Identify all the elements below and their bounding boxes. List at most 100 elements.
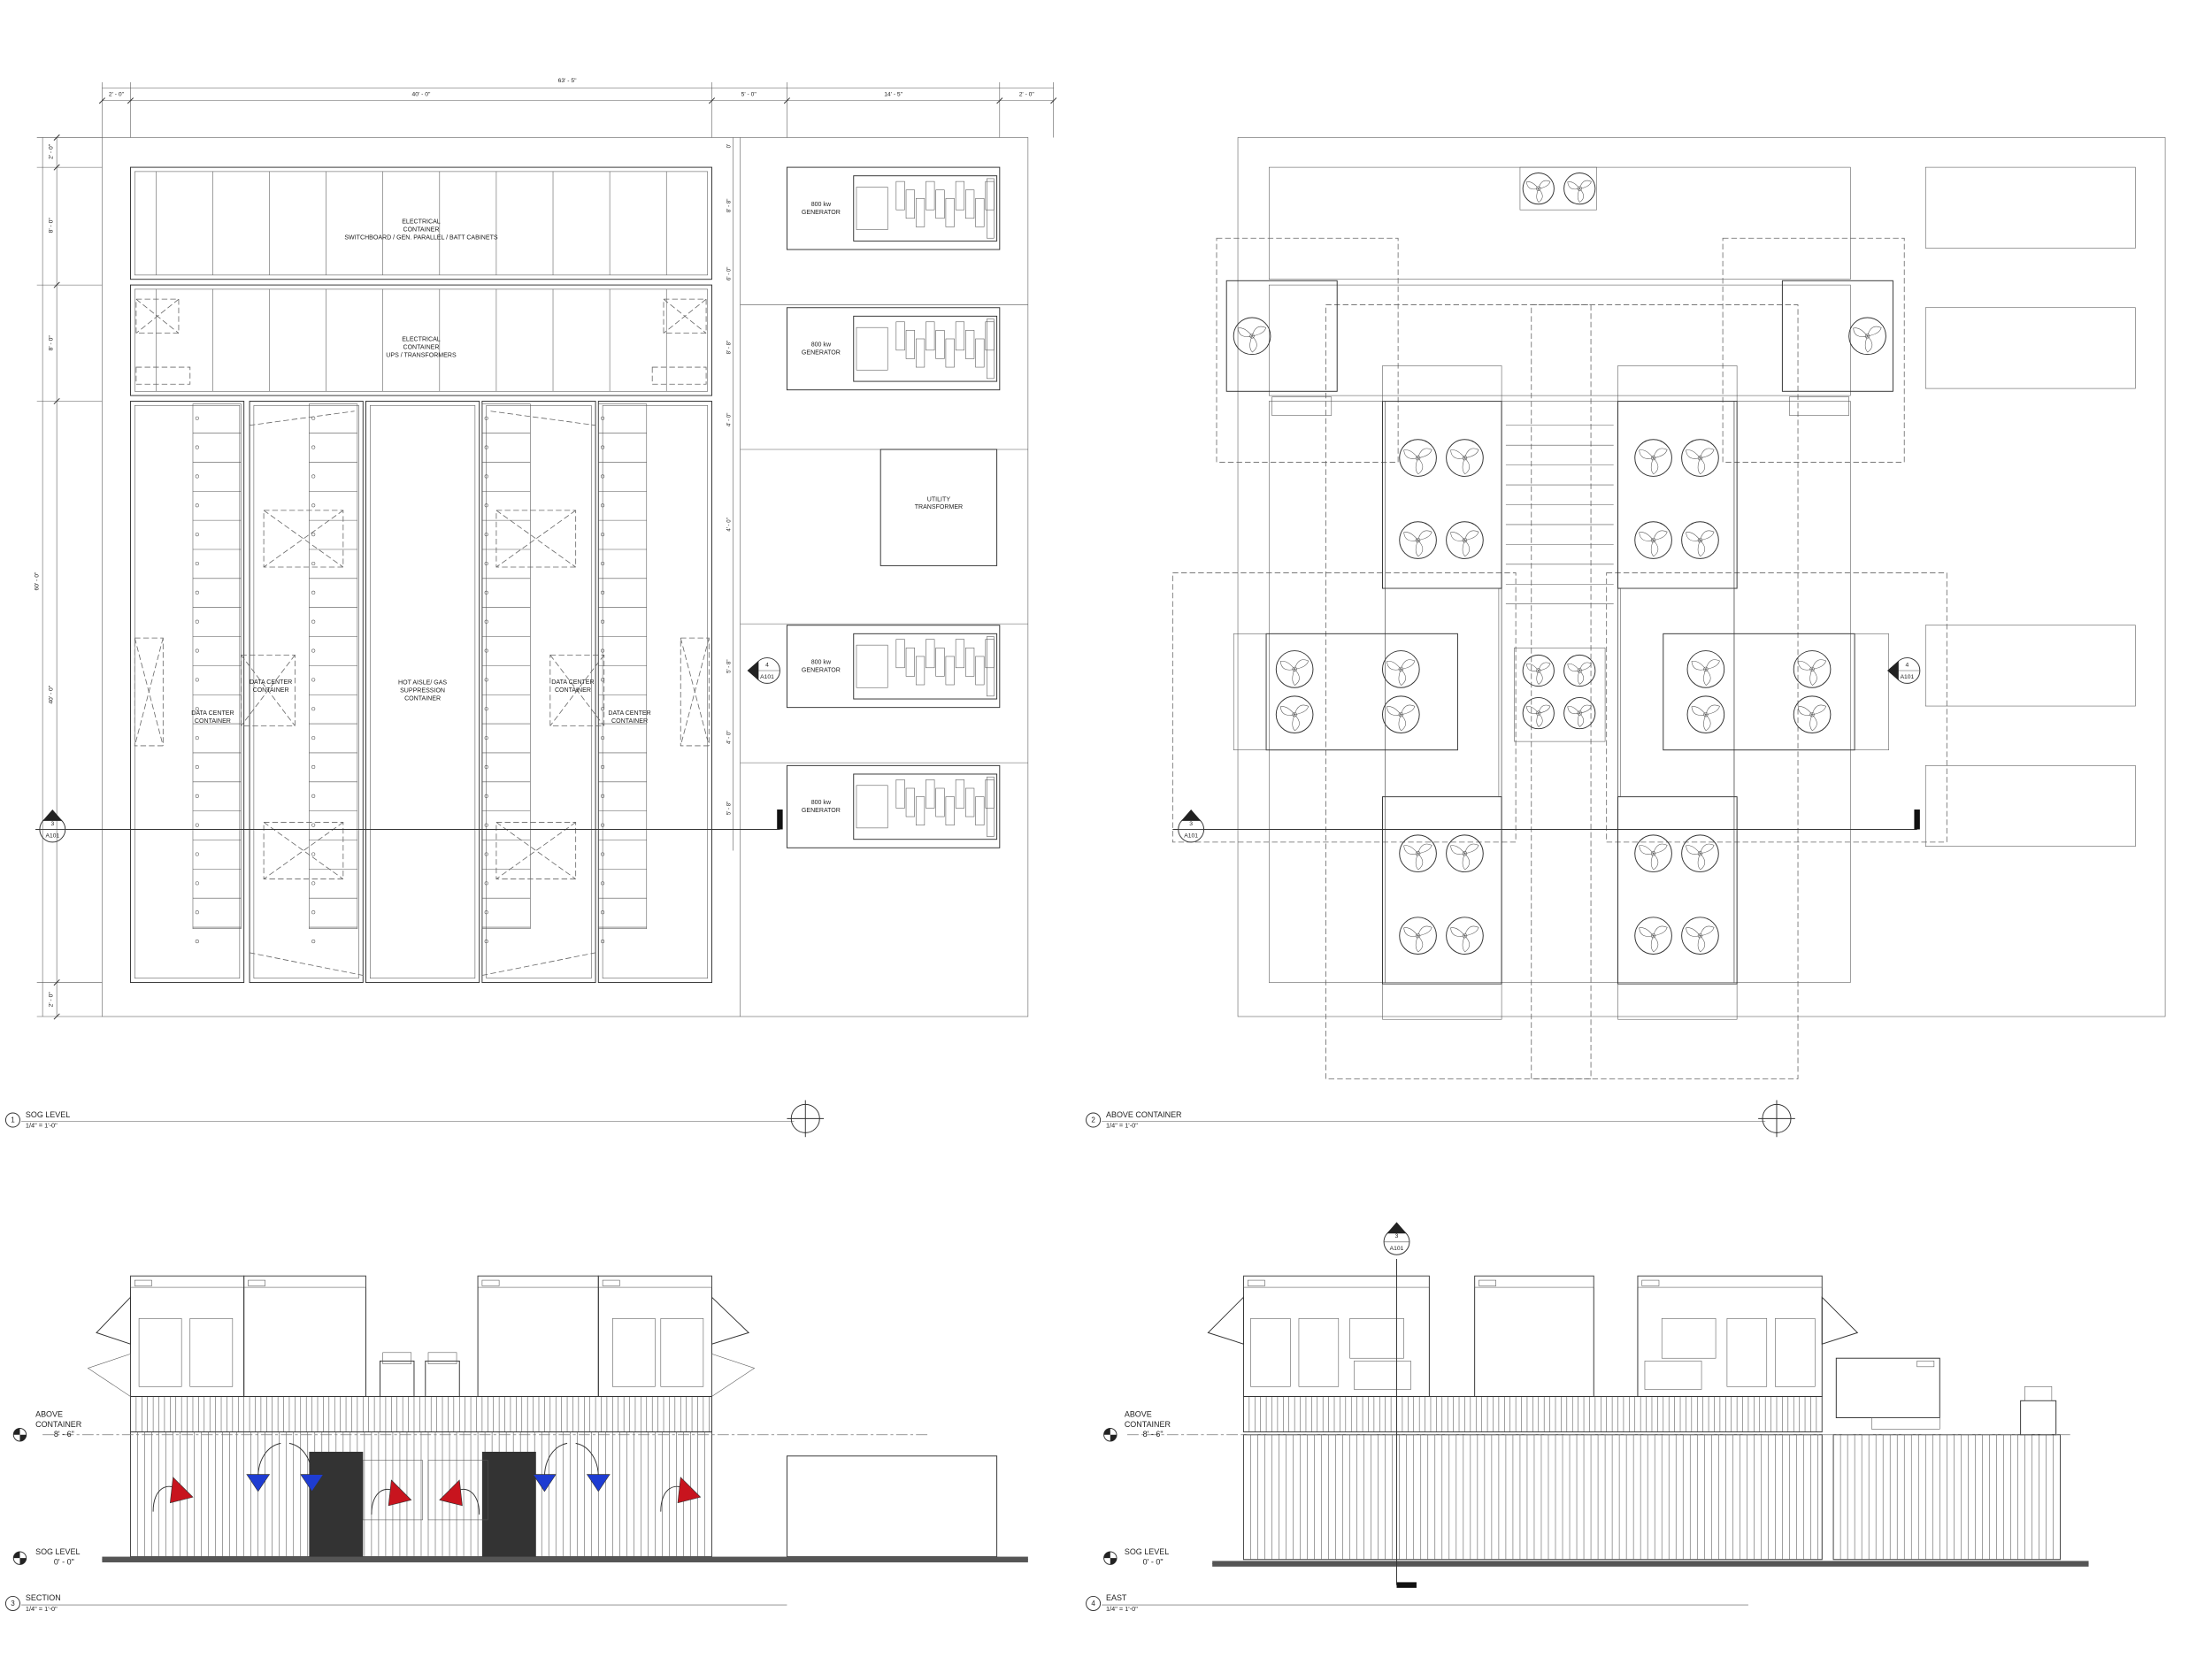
level-elevation: 8' - 6" <box>1143 1430 1164 1439</box>
fan-hub <box>1703 666 1709 672</box>
fan-blade <box>1294 659 1310 670</box>
fan-blade <box>1525 706 1539 715</box>
engine-part <box>905 330 915 359</box>
fan-blade <box>1691 661 1707 671</box>
view-scale: 1/4" = 1'-0" <box>1106 1605 1138 1613</box>
fan-blade <box>1797 661 1813 671</box>
rack-dot <box>484 910 488 915</box>
view-title: ABOVE CONTAINER <box>1106 1110 1182 1119</box>
engine-part <box>945 656 955 686</box>
fan-blade <box>1403 845 1418 855</box>
engine-part <box>905 787 915 817</box>
fan-hub <box>1697 537 1703 543</box>
engine-part <box>965 189 975 219</box>
dashed-outline <box>1216 237 1399 463</box>
marker-sheet: A101 <box>1390 1246 1404 1252</box>
exhaust-cap <box>427 1352 457 1364</box>
fan-blade <box>1401 659 1416 670</box>
container-outline <box>1269 166 1851 280</box>
rack-dot <box>195 561 199 566</box>
x-line <box>263 822 344 879</box>
room-label: CONTAINER <box>555 687 591 694</box>
rack-dot <box>195 881 199 886</box>
inner-wall <box>253 405 359 979</box>
dimension-text: 40' - 0" <box>49 685 55 703</box>
view-title: SECTION <box>26 1593 61 1602</box>
hot-air-arrow <box>388 1479 412 1507</box>
fan-hub <box>1577 186 1582 191</box>
equipment-box <box>135 298 180 334</box>
fan-blade <box>1538 704 1551 714</box>
cabinet-door <box>1775 1318 1816 1387</box>
exhaust-frame <box>1514 648 1606 742</box>
fan-blade <box>1386 706 1402 716</box>
fan-blade <box>1538 180 1551 189</box>
rack-dot <box>484 533 488 537</box>
rack-dot <box>195 648 199 653</box>
door-swing <box>250 410 596 426</box>
engine-part <box>955 321 965 351</box>
dimension-slash <box>708 97 716 104</box>
cooling-unit-cap <box>1233 633 1267 751</box>
x-line <box>495 822 576 879</box>
engine-part <box>895 779 905 809</box>
dimension-slash <box>996 97 1003 104</box>
fan-hub <box>1697 932 1703 939</box>
fan <box>1399 521 1437 559</box>
dimension-text: 2' - 0" <box>49 143 55 159</box>
engine-part <box>926 779 935 809</box>
cooling-unit <box>1242 1275 1430 1397</box>
generator-engine <box>853 175 998 242</box>
fan-hub <box>1577 668 1582 673</box>
fan-blade <box>1462 540 1471 557</box>
room-label: DATA CENTER <box>191 710 234 717</box>
fan-blade <box>1417 925 1432 936</box>
container <box>1242 1434 1823 1561</box>
labels: 3 A101 4 A101 3 A101 4 A101 3 A101 63' - 5" 2' - 0"… <box>4 78 1915 1613</box>
equipment-box <box>263 822 344 879</box>
generator <box>786 625 1001 709</box>
inner-wall <box>602 405 708 979</box>
fan-blade <box>1867 326 1882 337</box>
rack-dot <box>601 794 605 798</box>
equipment-label: GENERATOR <box>802 210 841 216</box>
fan <box>1793 650 1832 688</box>
marker-sheet: A101 <box>45 832 59 839</box>
dimension-text: 0' <box>726 144 732 149</box>
x-line <box>134 638 164 747</box>
exhaust-stack <box>2020 1400 2057 1436</box>
fan <box>1634 917 1672 955</box>
cabinet-door <box>1250 1318 1291 1387</box>
rack-dot <box>601 881 605 886</box>
sog-level-plan <box>21 81 1057 1138</box>
level-elevation: 8' - 6" <box>54 1430 74 1439</box>
view-scale: 1/4" = 1'-0" <box>1106 1121 1138 1129</box>
x-line <box>135 298 180 334</box>
rack-dot <box>484 736 488 740</box>
engine-part <box>965 787 975 817</box>
fan-blade <box>1811 704 1827 715</box>
fan-blade <box>1462 935 1471 953</box>
fan <box>1686 695 1725 733</box>
logo-plate <box>481 1279 500 1286</box>
fan-blade <box>1398 669 1406 686</box>
room-label: CONTAINER <box>253 687 289 694</box>
rack-dot <box>484 678 488 682</box>
fan-hub <box>1398 666 1404 672</box>
cooling-unit-frame <box>1385 587 1500 797</box>
cooling-unit <box>1637 1275 1823 1397</box>
rack-dot <box>311 619 316 624</box>
engine-part <box>975 656 985 686</box>
fan <box>1634 439 1672 477</box>
fan-blade <box>1417 843 1432 854</box>
rack-dot <box>195 533 199 537</box>
fan-blade <box>1415 935 1424 953</box>
room-label: CONTAINER <box>403 226 439 233</box>
fan-blade <box>1639 927 1654 937</box>
fan-blade <box>1853 327 1868 337</box>
level-name: CONTAINER <box>1125 1420 1171 1429</box>
rack-dot <box>484 823 488 827</box>
fan-blade <box>1650 853 1659 871</box>
engine-part <box>975 796 985 825</box>
